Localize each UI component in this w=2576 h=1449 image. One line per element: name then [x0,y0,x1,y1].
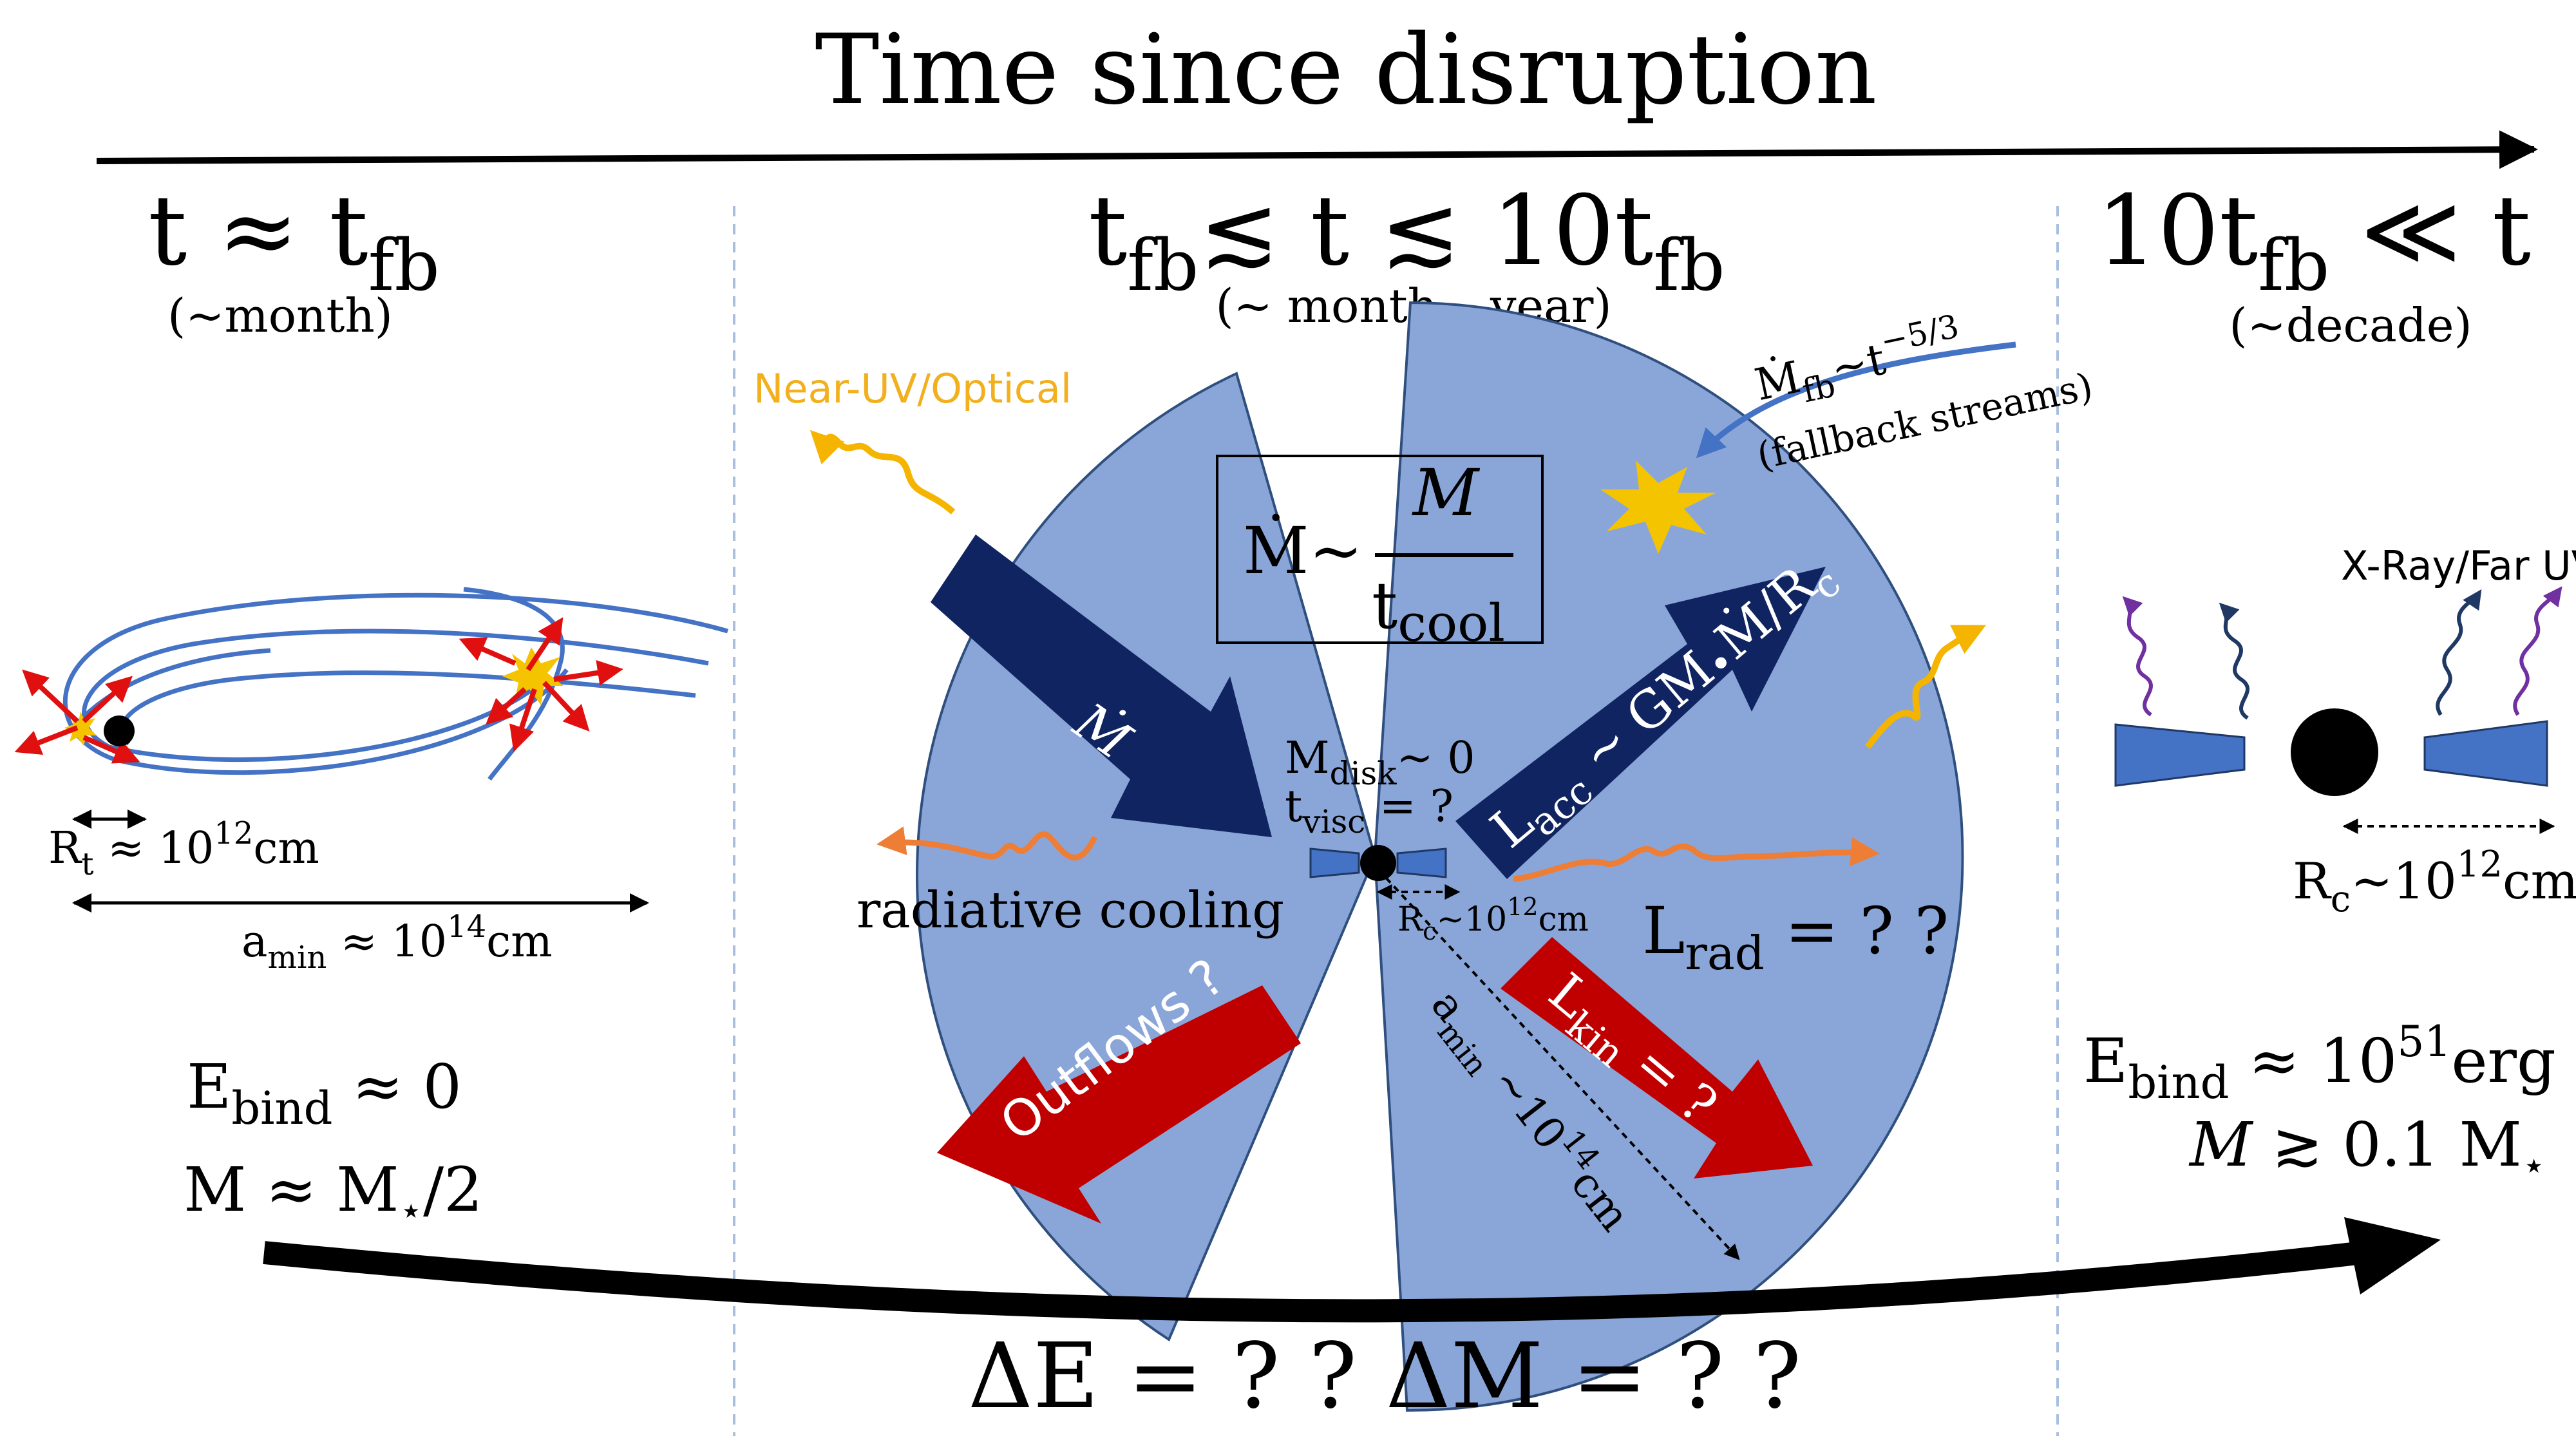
flare-emission-arrows [14,617,623,764]
near-uv-wave [810,430,956,515]
late-stage: 10tfb ≪ t (~decade) X-Ray/Far UV Rc~1012… [2083,175,2576,1188]
amin-radius-line [1377,868,1740,1260]
fallback-rate-label: Ṁfb~t−5/3 [1748,307,1969,419]
xray-wave-left-navy [2219,602,2249,720]
late-binding-energy: Ebind ≈ 1051erg [2083,1017,2556,1109]
lrad-label: Lrad = ? ? [1642,893,1949,980]
black-hole-middle [1360,845,1396,881]
tidal-radius-label: Rt ≈ 1012cm [48,815,319,882]
early-stage: t ≈ tfb (~month) Rt ≈ 1012cm [14,175,728,1233]
late-time-note: (~decade) [2229,298,2472,352]
evolution-arc-head [2344,1217,2441,1294]
semi-major-axis-label: amin ≈ 1014cm [242,909,553,976]
yellow-emission-wave-right [1865,625,1986,750]
outflow-arrow-left [937,985,1301,1224]
disk-mass-label: Mdisk~ 0 [1285,733,1475,792]
xray-wave-right-navy [2436,589,2482,716]
radiative-cooling-wave-right [1513,837,1880,882]
timeline-arrow [96,130,2538,169]
inner-disk-left [1309,848,1360,878]
mdot-lhs: Ṁ~ [1243,513,1363,589]
early-time-label: t ≈ tfb [148,175,440,307]
accretion-luminosity-arrow [1455,567,1826,879]
stream-shock-flare [1600,460,1716,554]
middle-stage: tfb≲ t ≲ 10tfb (~ month – year) M Ṁ~ tco… [753,175,2096,1412]
visc-time-label: tvisc = ? [1285,781,1454,840]
inflow-arrow [931,535,1272,837]
xray-wave-left-purple [2122,596,2153,717]
evolution-arc-arrow [263,1241,2365,1323]
circ-radius-label-late: Rc~1012cm [2293,844,2576,920]
radiative-cooling-wave-left [876,826,1098,861]
stream-collision-flare [502,647,564,705]
early-mass: M ≈ M⋆/2 [184,1155,483,1233]
title: Time since disruption [815,14,1877,126]
inner-disk-right [1396,848,1447,878]
black-hole-late [2291,708,2378,796]
fallback-stream [1696,341,2016,459]
footer-equation: ΔE = ? ? ΔM = ? ? [968,1324,1801,1429]
mdot-denominator: tcool [1372,568,1505,653]
black-hole-early [104,715,135,746]
late-disk-right [2423,720,2548,787]
near-uv-label: Near-UV/Optical [753,365,1072,412]
circ-radius-label-middle: Rc~1012cm [1397,893,1589,945]
mdot-box [1216,455,1544,644]
late-mass: M ≳ 0.1 M⋆ [2188,1110,2546,1188]
outflow-arrow-right [1501,937,1813,1179]
early-time-note: (~month) [167,289,393,343]
early-binding-energy: Ebind ≈ 0 [187,1052,462,1135]
middle-time-label: tfb≲ t ≲ 10tfb [1088,175,1725,307]
mdot-numerator: M [1412,455,1481,531]
stellar-debris-streams [62,587,728,781]
late-time-label: 10tfb ≪ t [2096,175,2531,307]
radiative-cooling-label: radiative cooling [857,882,1284,940]
late-disk-left [2114,723,2246,787]
xray-label: X-Ray/Far UV [2341,542,2576,589]
xray-wave-right-purple [2513,586,2562,716]
